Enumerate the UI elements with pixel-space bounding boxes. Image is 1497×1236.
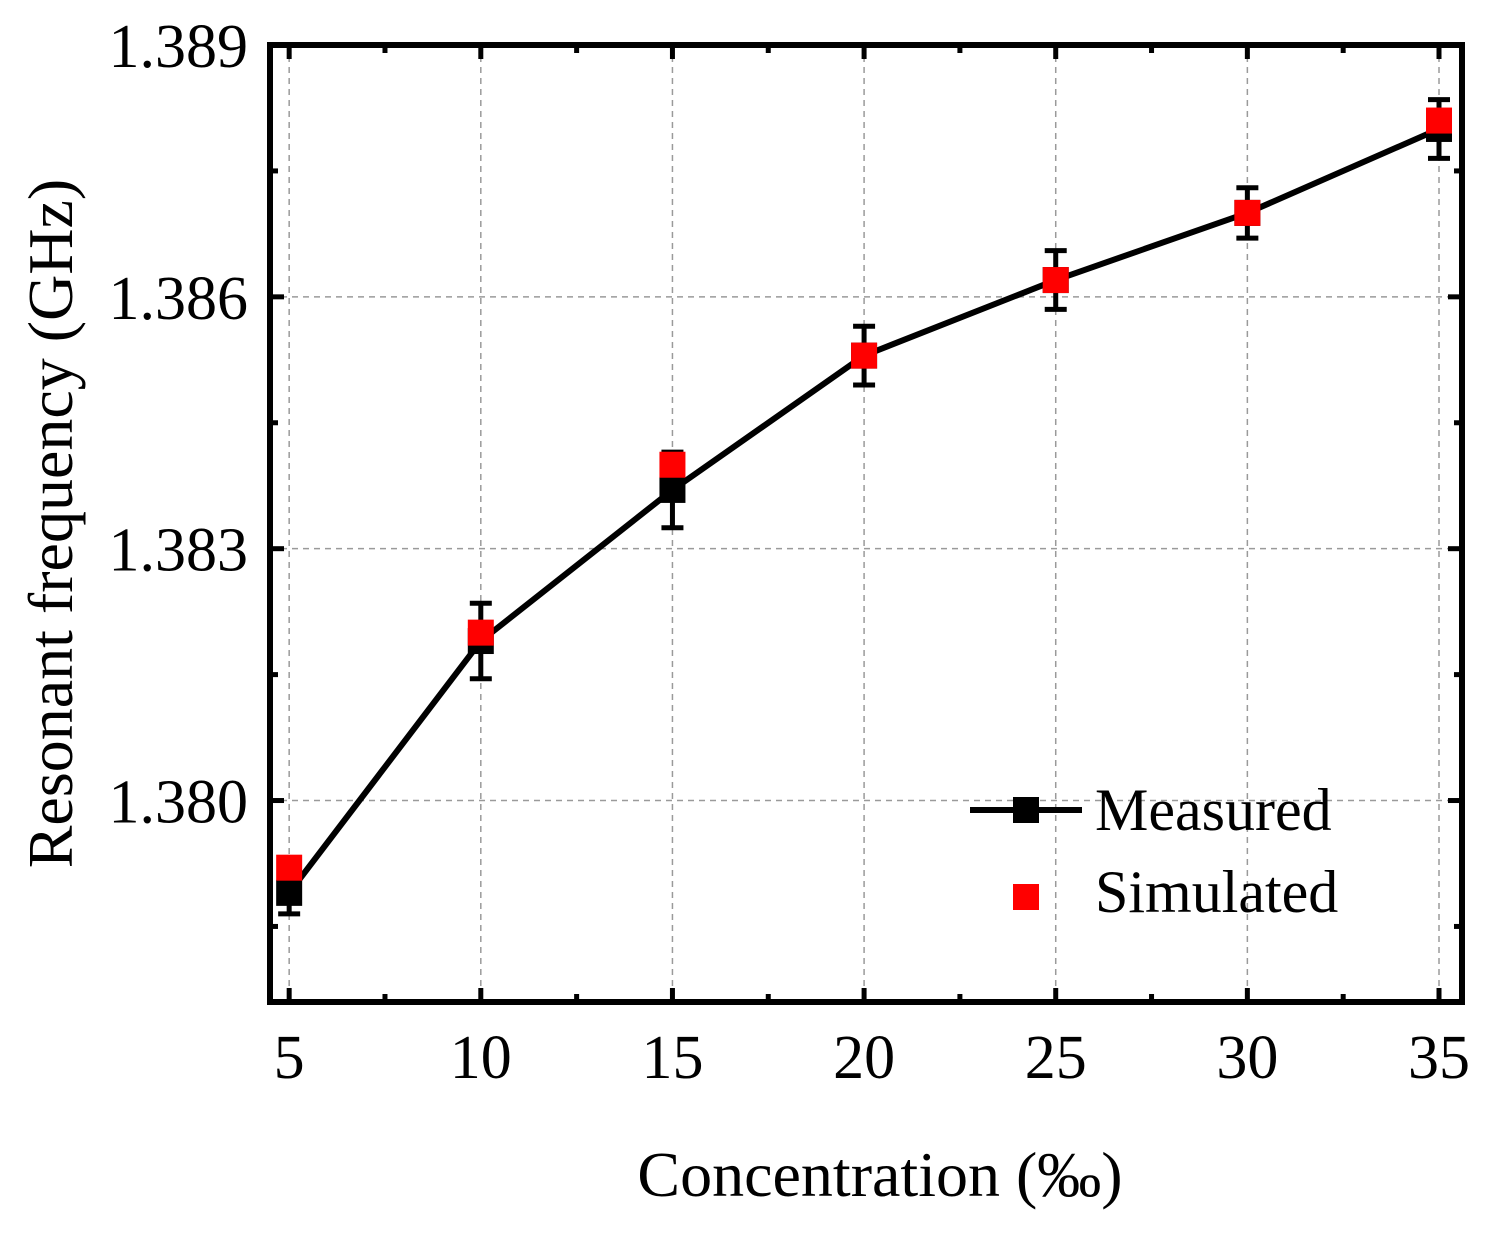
- data-series: [276, 97, 1453, 917]
- legend-measured-marker: [1013, 797, 1039, 823]
- plot-frame: [267, 42, 1465, 1005]
- x-axis-title: Concentration (‰): [637, 1139, 1122, 1210]
- y-tick-label: 1.386: [109, 265, 249, 333]
- y-tick-label: 1.389: [109, 13, 249, 81]
- x-tick-label: 35: [1408, 1024, 1470, 1092]
- simulated-point: [467, 619, 494, 646]
- simulated-point: [659, 451, 686, 478]
- simulated-point: [1234, 199, 1261, 226]
- y-tick-label: 1.380: [109, 769, 249, 837]
- simulated-point: [851, 342, 878, 369]
- measured-point: [659, 476, 686, 503]
- legend-simulated-label: Simulated: [1095, 859, 1338, 925]
- y-axis-title: Resonant frequency (GHz): [15, 179, 86, 869]
- y-tick-label: 1.383: [109, 517, 249, 585]
- x-tick-label: 25: [1025, 1024, 1087, 1092]
- x-tick-label: 30: [1216, 1024, 1278, 1092]
- x-tick-label: 15: [641, 1024, 703, 1092]
- tick-labels: 5 10 15 20 25 30 35 1.380 1.383 1.386 1.389: [109, 13, 1471, 1092]
- legend-simulated-marker: [1013, 884, 1039, 910]
- simulated-point: [276, 854, 303, 881]
- measured-point: [276, 879, 303, 906]
- x-tick-label: 5: [274, 1024, 305, 1092]
- simulated-point: [1042, 267, 1069, 294]
- simulated-point: [1426, 107, 1453, 134]
- x-tick-label: 20: [833, 1024, 895, 1092]
- legend: Measured Simulated: [970, 777, 1338, 925]
- x-tick-label: 10: [450, 1024, 512, 1092]
- legend-measured-label: Measured: [1095, 777, 1332, 843]
